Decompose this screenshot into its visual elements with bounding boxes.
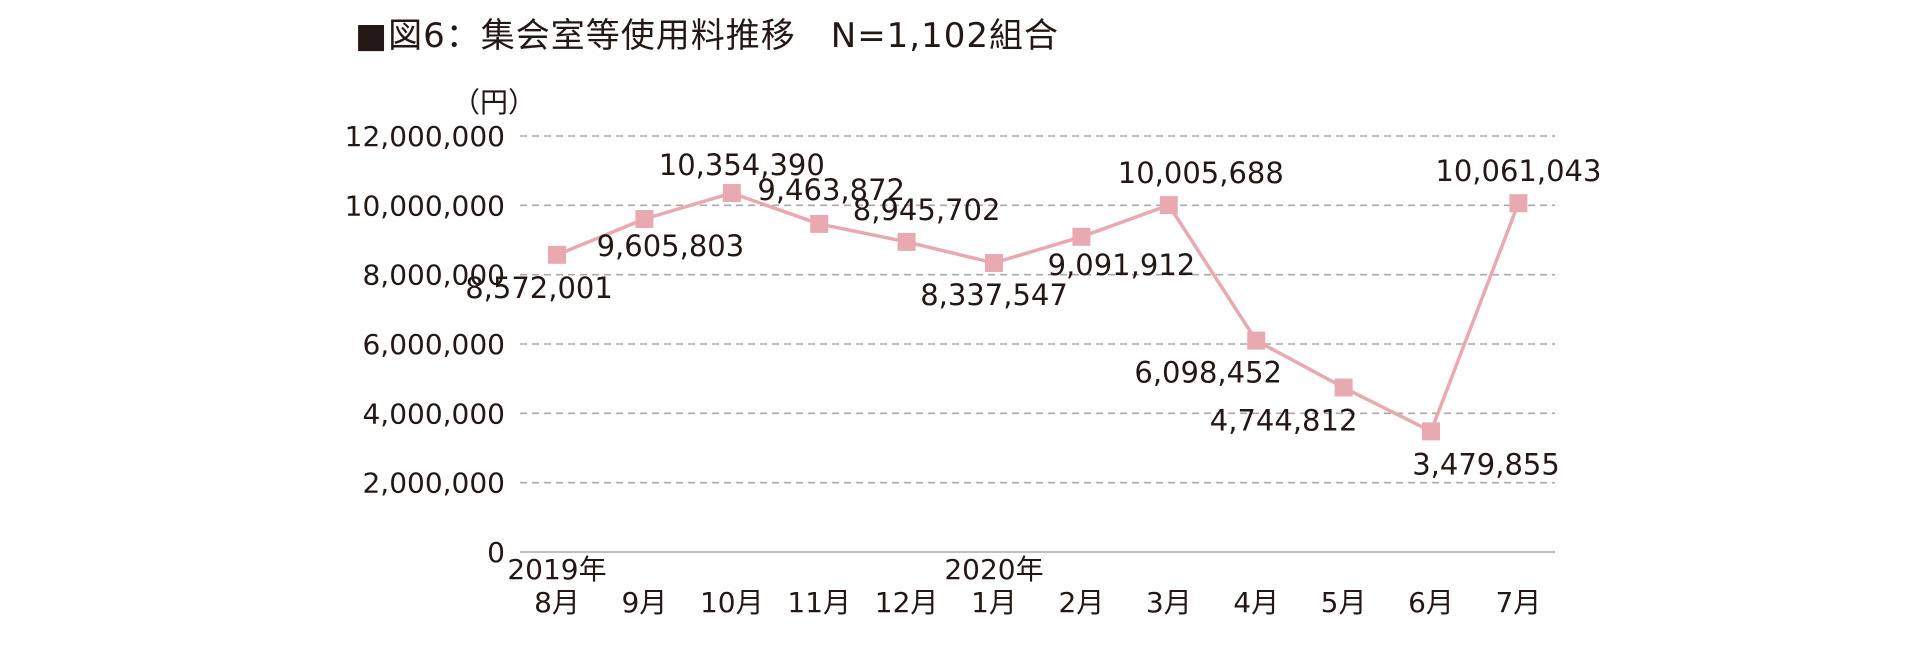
y-tick-label: 0 [487, 536, 505, 569]
y-tick-label: 10,000,000 [345, 189, 505, 222]
x-tick-label: 6月 [1408, 586, 1454, 619]
data-label: 9,091,912 [1048, 248, 1196, 282]
x-year-label: 2020年 [944, 553, 1043, 586]
x-axis-ticks: 8月 9月 10月 11月 12月 1月 2月 3月 4月 5月 6月 7月 2019年 2020年 [507, 553, 1541, 619]
y-tick-label: 6,000,000 [362, 328, 505, 361]
data-label: 10,061,043 [1435, 154, 1601, 188]
data-label: 9,463,872 [757, 173, 905, 207]
data-label: 8,337,547 [920, 278, 1068, 312]
chart-title: ■図6：集会室等使用料推移 N=1,102組合 [355, 16, 1060, 56]
data-point-marker [1334, 378, 1353, 397]
data-point-marker [548, 245, 566, 264]
y-axis-ticks: 0 2,000,000 4,000,000 6,000,000 8,000,000 10,… [345, 120, 505, 569]
data-point-marker [1159, 196, 1178, 215]
data-label: 4,744,812 [1210, 404, 1358, 438]
y-tick-label: 2,000,000 [362, 467, 505, 500]
data-label: 8,572,001 [465, 271, 613, 305]
data-label: 6,098,452 [1134, 356, 1282, 390]
data-label: 3,479,855 [1412, 447, 1560, 481]
x-tick-label: 1月 [971, 586, 1017, 619]
y-tick-label: 12,000,000 [345, 120, 505, 153]
y-tick-label: 8,000,000 [362, 259, 505, 292]
data-point-marker [897, 232, 916, 251]
data-labels: 8,572,001 9,605,803 10,354,3909,463,8728,9… [465, 148, 1601, 481]
grid-lines [520, 135, 1555, 553]
x-tick-label: 10月 [700, 586, 764, 619]
x-tick-label: 12月 [875, 586, 939, 619]
series-line-path [556, 191, 1521, 434]
x-tick-label: 8月 [534, 586, 580, 619]
data-point-marker [635, 209, 654, 228]
series-markers [548, 184, 1528, 441]
data-point-marker [722, 184, 741, 203]
x-tick-label: 11月 [787, 586, 851, 619]
data-point-marker [1422, 422, 1440, 441]
series-line [556, 191, 1521, 434]
x-tick-label: 4月 [1233, 586, 1279, 619]
data-point-marker [1509, 194, 1528, 213]
data-point-marker [810, 214, 829, 233]
x-tick-label: 9月 [621, 586, 667, 619]
data-label: 10,005,688 [1118, 156, 1284, 190]
data-point-marker [1247, 331, 1266, 350]
x-tick-label: 5月 [1321, 586, 1367, 619]
data-point-marker [1072, 227, 1091, 246]
y-tick-label: 4,000,000 [362, 397, 505, 430]
data-label: 10,354,390 [659, 148, 825, 182]
x-tick-label: 2月 [1058, 586, 1104, 619]
x-tick-label: 3月 [1146, 586, 1192, 619]
y-unit-label: （円） [452, 86, 536, 119]
data-label: 8,945,702 [853, 193, 1001, 227]
data-point-marker [985, 253, 1003, 272]
data-label: 9,605,803 [597, 229, 745, 263]
x-tick-label: 7月 [1495, 586, 1541, 619]
x-year-label: 2019年 [507, 553, 606, 586]
